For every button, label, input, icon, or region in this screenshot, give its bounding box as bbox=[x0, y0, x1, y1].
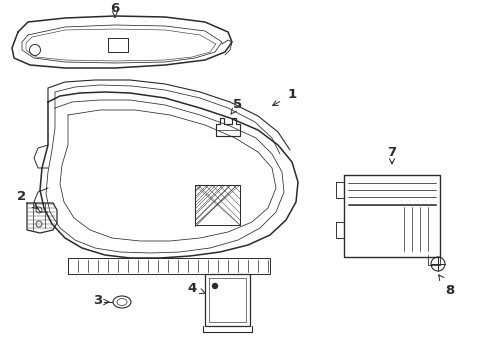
Circle shape bbox=[213, 284, 218, 288]
Text: 3: 3 bbox=[93, 293, 102, 306]
Text: 1: 1 bbox=[272, 89, 296, 105]
Text: 2: 2 bbox=[18, 189, 38, 209]
Text: 4: 4 bbox=[187, 282, 205, 294]
Text: 5: 5 bbox=[231, 99, 243, 114]
Text: 7: 7 bbox=[388, 145, 396, 164]
Text: 6: 6 bbox=[110, 1, 120, 17]
Text: 8: 8 bbox=[439, 275, 455, 297]
